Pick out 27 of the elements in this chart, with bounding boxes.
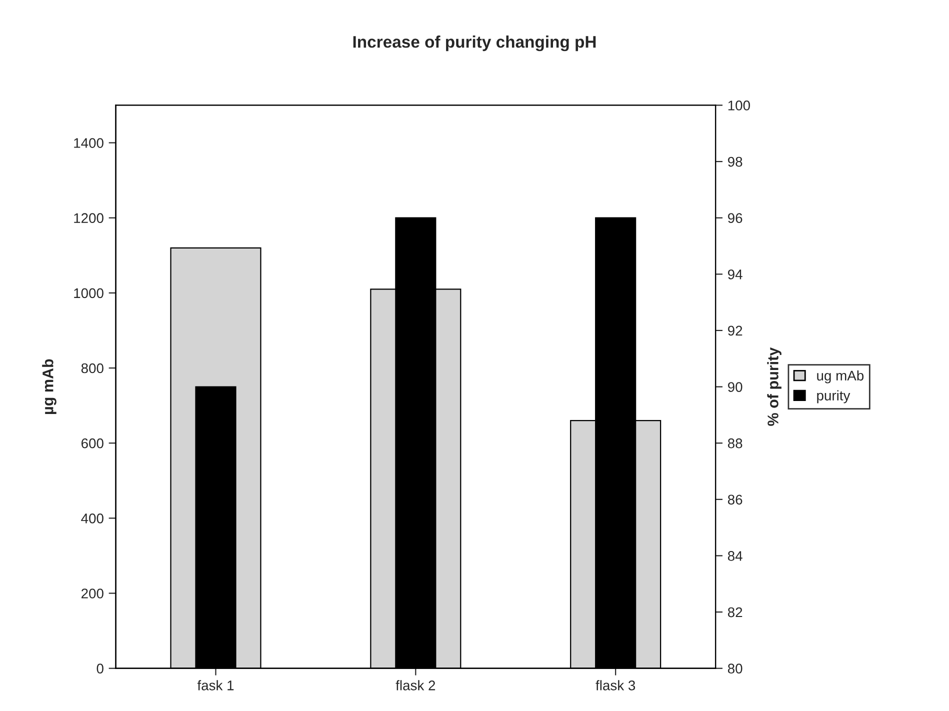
legend-label: ug mAb xyxy=(817,370,864,384)
chart-title: Increase of purity changing pH xyxy=(353,36,596,52)
y2-tick-label: 90 xyxy=(728,382,742,392)
y-tick-label: 200 xyxy=(82,588,104,598)
y-tick-label: 600 xyxy=(82,438,104,448)
x-tick-label: fask 1 xyxy=(197,680,234,690)
y2-tick-label: 84 xyxy=(728,551,742,561)
y2-tick-label: 92 xyxy=(728,326,742,336)
y2-tick-label: 96 xyxy=(728,213,742,224)
y-tick-label: 1400 xyxy=(74,138,104,148)
y2-tick-label: 94 xyxy=(728,269,742,280)
y-tick-label: 400 xyxy=(81,514,104,524)
y-axis-title: µg mAb xyxy=(42,359,56,414)
y-tick-label: 1200 xyxy=(74,213,104,224)
legend-label: purity xyxy=(817,390,850,404)
y2-tick-label: 100 xyxy=(728,100,750,110)
y2-tick-label: 80 xyxy=(728,664,742,674)
y2-tick-label: 98 xyxy=(728,156,742,167)
x-tick-label: flask 3 xyxy=(596,680,636,690)
y-tick-label: 800 xyxy=(81,363,104,374)
x-tick-label: flask 2 xyxy=(396,680,436,690)
y2-tick-label: 86 xyxy=(728,494,742,505)
y2-tick-label: 82 xyxy=(728,607,742,618)
y-tick-label: 1000 xyxy=(74,288,104,298)
y2-tick-label: 88 xyxy=(728,438,742,448)
y-tick-label: 0 xyxy=(96,664,104,674)
y2-axis-title: % of purity xyxy=(767,347,782,426)
